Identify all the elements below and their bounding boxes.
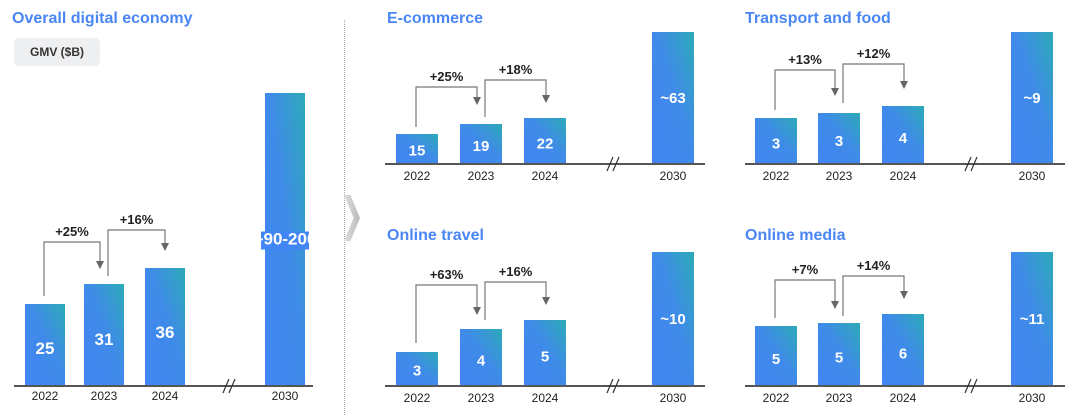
bar-2030 (652, 32, 694, 164)
growth-arrow (842, 275, 908, 316)
bar-2023 (818, 113, 860, 164)
year-label: 2030 (1019, 391, 1046, 405)
bar-2030 (1011, 32, 1053, 164)
axis-break (970, 156, 978, 172)
value-label: 25 (36, 339, 55, 358)
value-label-bg (261, 231, 309, 250)
value-label: 3 (835, 133, 843, 150)
year-label: 2024 (532, 169, 559, 183)
year-label: 2030 (660, 169, 687, 183)
growth-label: +25% (55, 224, 89, 239)
year-label: 2022 (404, 391, 431, 405)
bar-2030 (1011, 252, 1053, 386)
value-label: 36 (156, 323, 175, 342)
growth-arrow (774, 69, 839, 110)
bar-2024 (524, 118, 566, 164)
year-label: 2023 (91, 389, 118, 403)
growth-label: +7% (792, 262, 819, 277)
value-label: 5 (541, 348, 549, 365)
year-label: 2022 (763, 169, 790, 183)
growth-label: +14% (857, 258, 891, 273)
value-label: 5 (772, 351, 780, 368)
bar-2023 (460, 124, 502, 164)
chart-title: Online travel (387, 227, 484, 244)
year-label: 2023 (468, 169, 495, 183)
bar-2023 (818, 323, 860, 386)
value-label: 4 (899, 130, 908, 147)
axis-break (606, 378, 614, 394)
value-label: 6 (899, 346, 907, 363)
growth-label: +12% (857, 46, 891, 61)
bar-2030 (652, 252, 694, 386)
bar-2024 (882, 106, 924, 164)
year-label: 2022 (32, 389, 59, 403)
bar-2022 (396, 352, 438, 386)
bar-2022 (755, 326, 797, 386)
bar-2024 (145, 268, 185, 386)
chart-title: Transport and food (745, 10, 891, 27)
value-label: 31 (95, 330, 114, 349)
year-label: 2023 (826, 391, 853, 405)
year-label: 2024 (890, 391, 917, 405)
year-label: 2023 (826, 169, 853, 183)
growth-arrow (107, 229, 169, 276)
axis-break (606, 156, 614, 172)
growth-label: +16% (499, 264, 533, 279)
year-label: 2030 (272, 389, 299, 403)
bar-2024 (524, 320, 566, 386)
growth-label: +13% (788, 52, 822, 67)
value-label: 3 (772, 135, 780, 152)
growth-arrow (774, 279, 839, 318)
axis-break (612, 156, 620, 172)
axis-break (222, 378, 230, 394)
year-label: 2024 (890, 169, 917, 183)
axis-break (964, 156, 972, 172)
value-label: 22 (537, 135, 554, 152)
growth-arrow (43, 241, 104, 296)
value-label: ~90-200 (254, 230, 317, 249)
chart-title: Online media (745, 227, 846, 244)
value-label: 4 (477, 352, 486, 369)
year-label: 2024 (532, 391, 559, 405)
section-divider (344, 20, 345, 415)
growth-label: +18% (499, 62, 533, 77)
growth-arrow (415, 86, 481, 127)
bar-2024 (882, 314, 924, 386)
growth-arrow (415, 284, 481, 343)
chart-title: Overall digital economy (12, 10, 193, 27)
growth-arrow (842, 63, 908, 103)
growth-arrow (484, 281, 550, 320)
year-label: 2023 (468, 391, 495, 405)
value-label: ~63 (660, 90, 685, 107)
value-label: 19 (473, 138, 490, 155)
bar-2022 (25, 304, 65, 386)
chart-title: E-commerce (387, 10, 484, 27)
year-label: 2030 (1019, 169, 1046, 183)
value-label: 3 (413, 363, 421, 380)
axis-break (970, 378, 978, 394)
bar-2022 (396, 134, 438, 164)
value-label: ~9 (1023, 90, 1040, 107)
growth-label: +16% (120, 212, 154, 227)
bar-2023 (460, 329, 502, 386)
axis-break (612, 378, 620, 394)
year-label: 2022 (763, 391, 790, 405)
value-label: 15 (409, 143, 426, 160)
growth-label: +63% (430, 267, 464, 282)
year-label: 2022 (404, 169, 431, 183)
year-label: 2030 (660, 391, 687, 405)
unit-badge: GMV ($B) (14, 38, 100, 66)
year-label: 2024 (152, 389, 179, 403)
growth-arrow (484, 79, 550, 117)
bar-2023 (84, 284, 124, 386)
growth-label: +25% (430, 69, 464, 84)
value-label: 5 (835, 350, 843, 367)
bar-2022 (755, 118, 797, 164)
axis-break (964, 378, 972, 394)
value-label: ~11 (1020, 311, 1045, 328)
value-label: ~10 (660, 311, 685, 328)
axis-break (228, 378, 236, 394)
